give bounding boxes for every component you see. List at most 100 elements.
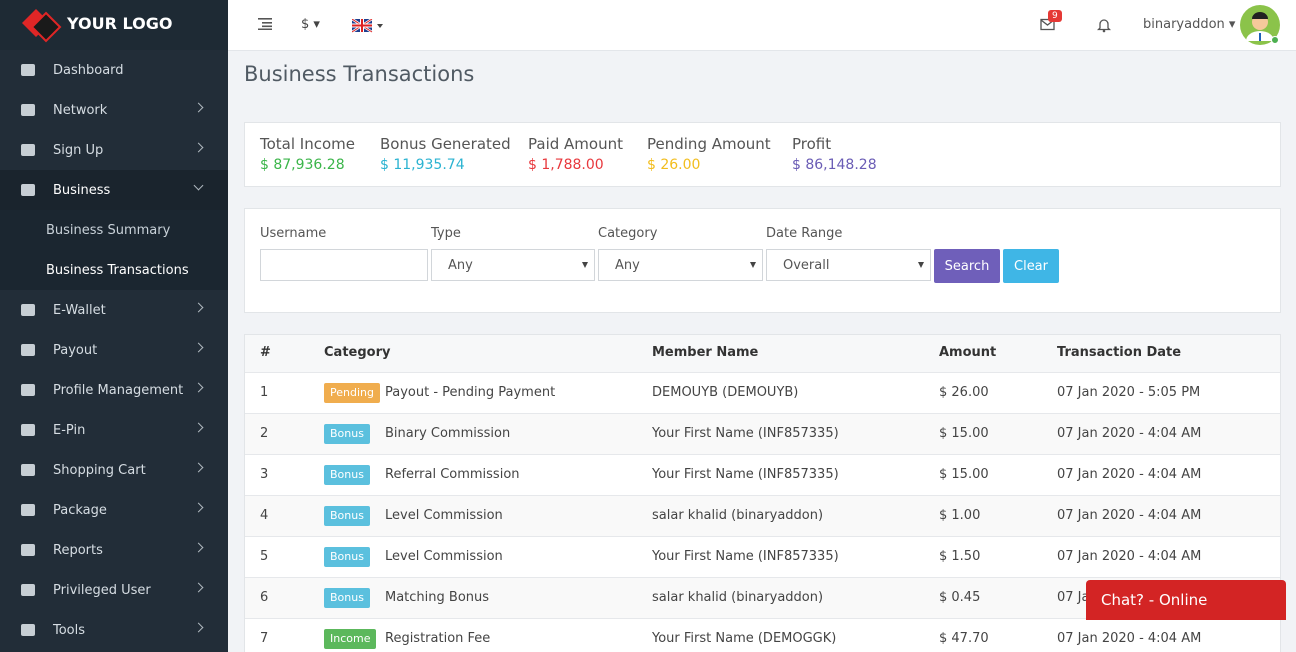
- category-name: Binary Commission: [385, 426, 511, 441]
- filter-select[interactable]: Any: [598, 249, 763, 281]
- header-cell: #: [260, 345, 271, 360]
- nav-chevron: [193, 502, 204, 513]
- filter-label: Category: [598, 226, 658, 241]
- nav-icon: [21, 184, 35, 196]
- nav-icon: [21, 144, 35, 156]
- nav-item[interactable]: E-Pin: [0, 410, 228, 450]
- logo-text: YOUR LOGO: [67, 14, 173, 33]
- nav-item[interactable]: Package: [0, 490, 228, 530]
- filter-button[interactable]: Search: [934, 249, 1000, 283]
- nav-subitem[interactable]: Business Summary: [0, 210, 228, 250]
- nav-item[interactable]: Reports: [0, 530, 228, 570]
- page-title: Business Transactions: [244, 62, 475, 86]
- nav-subitem[interactable]: Business Transactions: [0, 250, 228, 290]
- chat-button[interactable]: Chat? - Online: [1086, 580, 1286, 620]
- sidebar: YOUR LOGO Dashboard Network Sign Up Busines…: [0, 0, 228, 652]
- summary-item: Total Income $ 87,936.28: [260, 135, 355, 173]
- nav-item[interactable]: Profile Management: [0, 370, 228, 410]
- summary-item: Profit $ 86,148.28: [792, 135, 877, 173]
- nav-item[interactable]: Network: [0, 90, 228, 130]
- user-menu[interactable]: binaryaddon ▾: [1143, 17, 1236, 32]
- filter-panel: Username Type Any Category Any Date Range Over…: [244, 208, 1281, 313]
- nav-label: Dashboard: [53, 62, 124, 78]
- summary-value: $ 1,788.00: [528, 157, 604, 173]
- category-name: Level Commission: [385, 508, 503, 523]
- nav-icon: [21, 584, 35, 596]
- filter-label: Date Range: [766, 226, 843, 241]
- summary-label: Paid Amount: [528, 135, 623, 153]
- menu-toggle[interactable]: [258, 18, 272, 30]
- table-row: 5 Bonus Level Commission Your First Name (I…: [245, 536, 1280, 577]
- nav-item[interactable]: Payout: [0, 330, 228, 370]
- user-name: binaryaddon: [1143, 17, 1225, 32]
- nav-chevron: [193, 462, 204, 473]
- nav-icon: [21, 104, 35, 116]
- table-row: 7 Income Registration Fee Your First Name (…: [245, 618, 1280, 652]
- currency-symbol: $: [301, 17, 310, 32]
- nav-item[interactable]: Shopping Cart: [0, 450, 228, 490]
- nav-chevron: [193, 302, 204, 313]
- nav-icon: [21, 464, 35, 476]
- row-index: 2: [260, 426, 269, 441]
- transaction-date: 07 Jan 2020 - 4:04 AM: [1057, 508, 1202, 523]
- summary-label: Pending Amount: [647, 135, 771, 153]
- select-value: Any: [615, 258, 640, 273]
- amount: $ 15.00: [939, 426, 989, 441]
- category-name: Level Commission: [385, 549, 503, 564]
- nav-label: Sign Up: [53, 142, 104, 158]
- summary-item: Pending Amount $ 26.00: [647, 135, 771, 173]
- category-badge: Bonus: [324, 506, 370, 526]
- currency-select[interactable]: $ ▾: [301, 17, 320, 32]
- header-cell: Category: [324, 345, 391, 360]
- nav-item[interactable]: Business: [0, 170, 228, 210]
- nav-chevron: [193, 180, 204, 191]
- nav-icon: [21, 64, 35, 76]
- logo-icon: [22, 9, 62, 43]
- nav-label: Shopping Cart: [53, 462, 146, 478]
- nav-chevron: [193, 622, 204, 633]
- nav-item[interactable]: E-Wallet: [0, 290, 228, 330]
- nav-item[interactable]: Tools: [0, 610, 228, 650]
- nav-item[interactable]: Dashboard: [0, 50, 228, 90]
- nav-label: Privileged User: [53, 582, 151, 598]
- summary-label: Profit: [792, 135, 832, 153]
- filter-button[interactable]: Clear: [1003, 249, 1059, 283]
- nav-item[interactable]: Privileged User: [0, 570, 228, 610]
- nav-label: E-Wallet: [53, 302, 106, 318]
- summary-panel: Total Income $ 87,936.28 Bonus Generated $ …: [244, 122, 1281, 187]
- transaction-date: 07 Jan 2020 - 5:05 PM: [1057, 385, 1201, 400]
- nav-chevron: [193, 342, 204, 353]
- nav-chevron: [193, 422, 204, 433]
- nav-icon: [21, 544, 35, 556]
- summary-label: Bonus Generated: [380, 135, 511, 153]
- filter-select[interactable]: Overall: [766, 249, 931, 281]
- member-name: Your First Name (INF857335): [652, 549, 839, 564]
- select-arrow: [918, 262, 924, 268]
- nav-item[interactable]: Sign Up: [0, 130, 228, 170]
- table-header: # Category Member Name Amount Transaction Da…: [245, 335, 1280, 372]
- row-index: 6: [260, 590, 269, 605]
- transaction-date: 07 Jan 2020 - 4:04 AM: [1057, 549, 1202, 564]
- table-row: 2 Bonus Binary Commission Your First Name (…: [245, 413, 1280, 454]
- header-cell: Amount: [939, 345, 997, 360]
- row-index: 1: [260, 385, 269, 400]
- table-row: 4 Bonus Level Commission salar khalid (bina…: [245, 495, 1280, 536]
- nav-icon: [21, 304, 35, 316]
- header-cell: Transaction Date: [1057, 345, 1182, 360]
- filter-input[interactable]: [260, 249, 428, 281]
- filter-label: Username: [260, 226, 327, 241]
- select-arrow: [582, 262, 588, 268]
- bell-icon[interactable]: [1097, 17, 1111, 33]
- avatar[interactable]: [1240, 5, 1282, 47]
- member-name: salar khalid (binaryaddon): [652, 590, 824, 605]
- member-name: Your First Name (DEMOGGK): [652, 631, 837, 646]
- table-row: 1 Pending Payout - Pending Payment DEMOUYB …: [245, 372, 1280, 413]
- logo[interactable]: YOUR LOGO: [0, 0, 228, 50]
- language-select[interactable]: [352, 19, 388, 33]
- nav-label: Payout: [53, 342, 98, 358]
- nav-label: Package: [53, 502, 107, 518]
- filter-select[interactable]: Any: [431, 249, 595, 281]
- nav-icon: [21, 424, 35, 436]
